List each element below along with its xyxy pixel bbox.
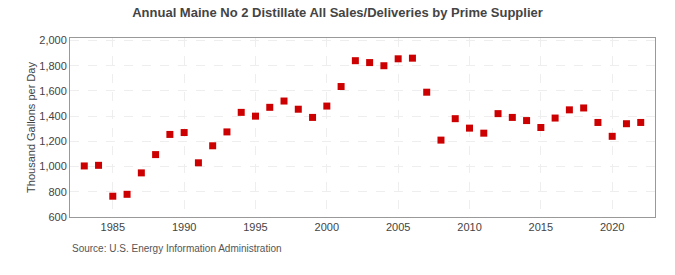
svg-text:1,400: 1,400 [39,110,67,122]
svg-text:Thousand Gallons per Day: Thousand Gallons per Day [25,62,37,193]
svg-text:600: 600 [48,211,66,223]
svg-text:1,800: 1,800 [39,60,67,72]
svg-text:2005: 2005 [386,221,410,233]
svg-text:1,200: 1,200 [39,135,67,147]
svg-text:1,600: 1,600 [39,85,67,97]
svg-text:1985: 1985 [101,221,125,233]
svg-text:1995: 1995 [243,221,267,233]
svg-text:2,000: 2,000 [39,34,67,46]
svg-text:2020: 2020 [600,221,624,233]
svg-text:1990: 1990 [172,221,196,233]
svg-text:Annual Maine No 2 Distillate A: Annual Maine No 2 Distillate All Sales/D… [132,5,543,20]
svg-text:2010: 2010 [457,221,481,233]
svg-text:2000: 2000 [315,221,339,233]
svg-text:Source: U.S. Energy Informatio: Source: U.S. Energy Information Administ… [72,243,282,254]
svg-text:1,000: 1,000 [39,160,67,172]
svg-text:800: 800 [48,186,66,198]
svg-text:2015: 2015 [529,221,553,233]
